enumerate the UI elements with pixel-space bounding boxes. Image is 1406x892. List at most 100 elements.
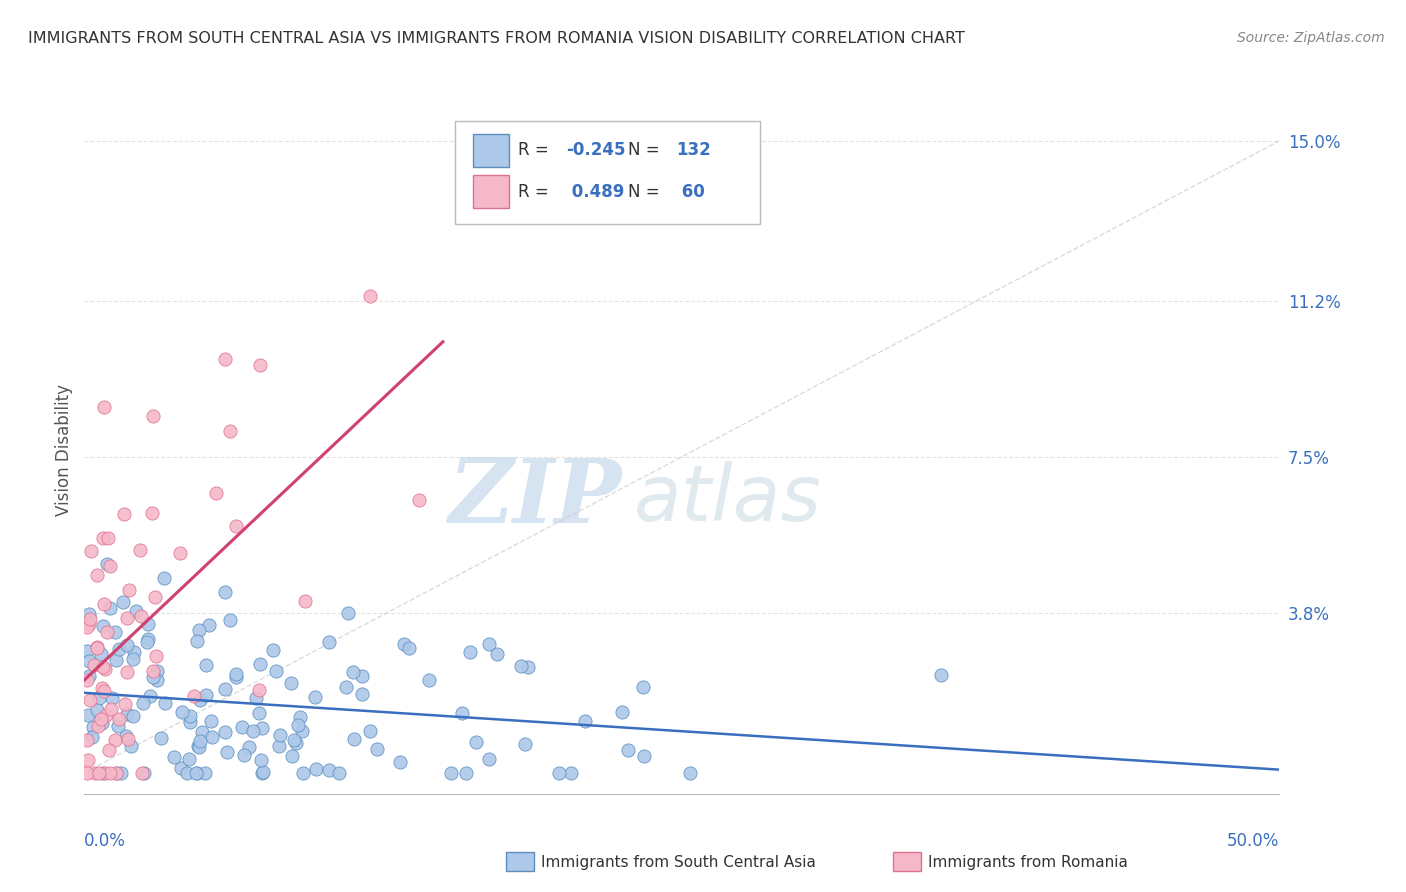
Point [249,683,271,698]
Point [249,657,271,671]
Point [200,714,222,729]
Point [478,752,501,766]
Point [112,507,135,521]
Point [242,724,264,739]
Point [194,765,217,780]
Point [264,664,287,678]
Point [141,507,163,521]
Point [105,765,128,780]
Point [450,706,472,720]
Point [190,725,212,739]
Point [187,740,209,755]
Point [98,600,121,615]
Point [136,632,159,646]
Point [187,623,209,637]
Point [929,667,952,681]
Point [249,359,271,373]
Point [98,765,121,780]
Point [79,668,101,682]
Point [281,749,304,764]
Point [184,765,207,780]
Point [94,707,117,722]
Point [231,720,253,734]
Point [136,635,159,649]
Point [107,718,129,732]
Point [631,680,654,694]
Point [139,689,162,703]
Point [110,765,132,780]
Point [304,762,326,776]
Point [104,624,127,639]
Point [94,662,117,676]
Point [214,682,236,697]
Point [186,765,208,780]
Point [408,493,430,508]
Point [86,703,108,717]
Point [117,638,139,652]
Point [233,747,256,762]
Text: 0.0%: 0.0% [84,832,127,850]
Point [141,409,163,424]
Point [318,763,340,777]
Point [114,697,136,711]
Point [76,732,98,747]
Point [80,730,103,744]
Point [145,648,167,663]
Point [245,691,267,706]
Point [418,673,440,688]
Point [79,612,101,626]
Text: 60: 60 [676,183,704,201]
Text: 132: 132 [676,141,710,160]
Text: Source: ZipAtlas.com: Source: ZipAtlas.com [1237,31,1385,45]
Point [111,595,134,609]
Point [190,693,212,707]
Point [97,532,120,546]
Point [219,424,242,438]
Point [77,607,100,622]
Point [132,765,155,780]
Point [98,559,121,574]
Point [269,728,291,742]
Point [86,567,108,582]
Point [252,764,274,779]
Point [76,643,98,657]
Point [366,742,388,756]
Point [91,681,114,696]
Point [94,765,117,780]
Point [104,653,127,667]
Point [122,651,145,665]
Point [294,594,316,608]
Point [100,690,122,705]
Point [225,518,247,533]
Point [247,706,270,720]
Point [250,753,273,767]
Point [214,585,236,599]
Point [292,765,315,780]
Text: 0.489: 0.489 [567,183,624,201]
Point [115,706,138,721]
Point [194,688,217,702]
Point [96,624,118,639]
Point [291,724,314,739]
Point [187,739,209,754]
Point [87,719,110,733]
Point [465,735,488,749]
Point [146,673,169,688]
Point [91,660,114,674]
Point [179,709,201,723]
FancyBboxPatch shape [456,120,759,224]
Point [76,620,98,634]
Point [352,668,374,682]
Point [267,739,290,753]
Point [93,531,115,545]
Point [170,706,193,720]
Text: -0.245: -0.245 [567,141,626,160]
Point [149,731,172,745]
Point [132,696,155,710]
Point [205,485,228,500]
Point [76,673,98,687]
Point [143,590,166,604]
Point [122,709,145,723]
Point [304,690,326,705]
Point [129,608,152,623]
